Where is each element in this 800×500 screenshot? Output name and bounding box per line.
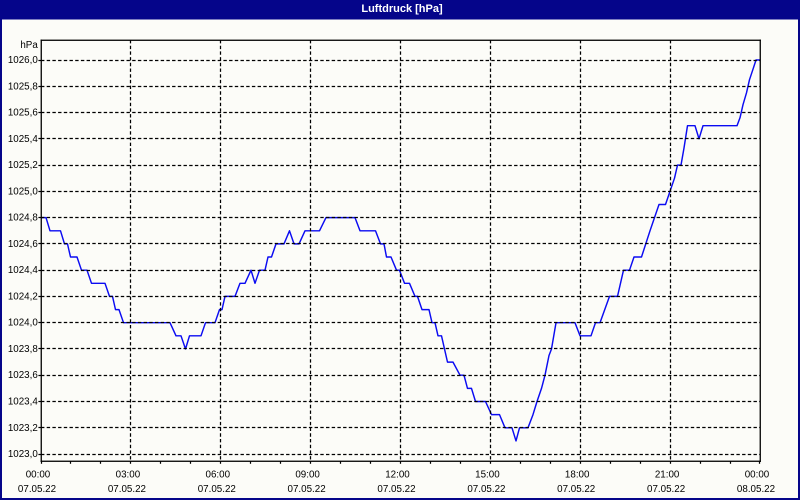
svg-text:07.05.22: 07.05.22: [198, 484, 236, 495]
svg-text:18:00: 18:00: [565, 469, 590, 480]
svg-text:Luftdruck [hPa]: Luftdruck [hPa]: [361, 3, 443, 15]
svg-text:21:00: 21:00: [655, 469, 680, 480]
svg-text:07.05.22: 07.05.22: [288, 484, 326, 495]
svg-text:07.05.22: 07.05.22: [647, 484, 685, 495]
svg-text:1023,6: 1023,6: [8, 370, 39, 381]
svg-text:07.05.22: 07.05.22: [18, 484, 56, 495]
svg-text:1024,0: 1024,0: [8, 318, 39, 329]
svg-text:1025,0: 1025,0: [8, 186, 39, 197]
svg-text:06:00: 06:00: [206, 469, 231, 480]
svg-text:1025,2: 1025,2: [8, 160, 38, 171]
svg-text:1024,4: 1024,4: [8, 265, 39, 276]
svg-text:1025,8: 1025,8: [8, 81, 39, 92]
svg-text:1023,2: 1023,2: [8, 423, 38, 434]
svg-text:07.05.22: 07.05.22: [108, 484, 146, 495]
svg-text:09:00: 09:00: [295, 469, 320, 480]
svg-text:1024,6: 1024,6: [8, 239, 39, 250]
svg-text:07.05.22: 07.05.22: [467, 484, 505, 495]
svg-text:07.05.22: 07.05.22: [377, 484, 415, 495]
svg-text:1025,6: 1025,6: [8, 108, 39, 119]
svg-text:1025,4: 1025,4: [8, 134, 39, 145]
svg-text:1024,2: 1024,2: [8, 291, 38, 302]
svg-text:07.05.22: 07.05.22: [557, 484, 595, 495]
svg-text:03:00: 03:00: [116, 469, 141, 480]
svg-text:08.05.22: 08.05.22: [737, 484, 775, 495]
svg-text:12:00: 12:00: [385, 469, 410, 480]
svg-text:1024,8: 1024,8: [8, 213, 39, 224]
svg-text:hPa: hPa: [20, 40, 38, 51]
svg-text:00:00: 00:00: [745, 469, 770, 480]
svg-text:00:00: 00:00: [26, 469, 51, 480]
svg-text:1023,4: 1023,4: [8, 397, 39, 408]
svg-text:15:00: 15:00: [475, 469, 500, 480]
svg-text:1023,8: 1023,8: [8, 344, 39, 355]
svg-text:1026,0: 1026,0: [8, 55, 39, 66]
svg-text:1023,0: 1023,0: [8, 449, 39, 460]
